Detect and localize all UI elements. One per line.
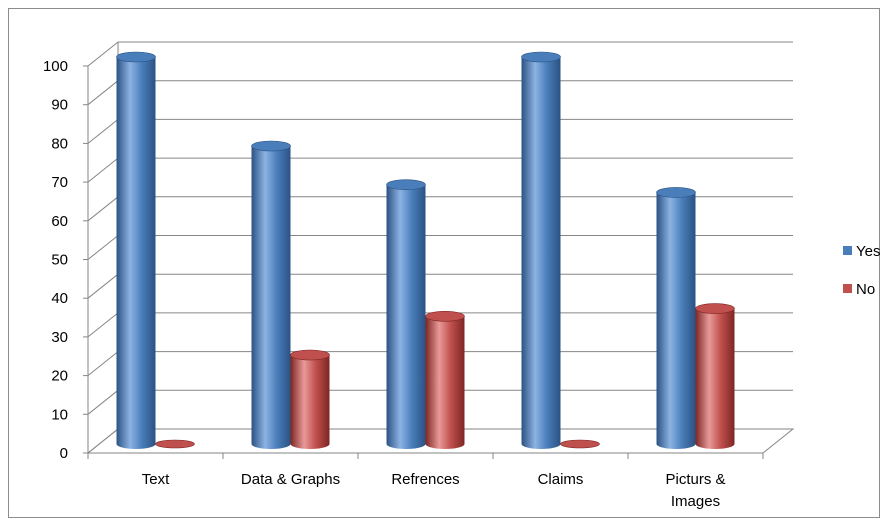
y-tick-label: 50: [51, 252, 68, 269]
bar-no: [290, 349, 330, 449]
bar-no: [425, 310, 465, 449]
x-tick-label: Claims: [538, 471, 584, 488]
y-tick-label: 90: [51, 97, 68, 114]
y-tick-label: 10: [51, 406, 68, 423]
x-axis: Text Data & Graphs Refrences Claims Picturs …: [142, 471, 726, 510]
y-tick-label: 80: [51, 135, 68, 152]
x-tick-label: Text: [142, 471, 170, 488]
x-tick-label: Data & Graphs: [241, 471, 340, 488]
legend-label: No: [856, 281, 875, 298]
legend-swatch: [843, 284, 852, 293]
gridline: [87, 41, 793, 67]
gridline: [87, 118, 793, 144]
legend-item-yes: Yes: [843, 243, 880, 260]
bar-yes: [386, 179, 426, 449]
y-axis: 0 10 20 30 40 50 60 70 80 90 100: [43, 58, 764, 462]
legend: Yes No: [843, 243, 880, 298]
bar-yes: [656, 187, 696, 449]
bar-yes: [251, 140, 291, 449]
bar-yes: [116, 51, 156, 449]
legend-swatch: [843, 246, 852, 255]
y-tick-label: 30: [51, 329, 68, 346]
y-tick-label: 70: [51, 174, 68, 191]
y-tick-label: 20: [51, 368, 68, 385]
bar-no: [560, 439, 600, 449]
y-tick-label: 40: [51, 290, 68, 307]
gridline: [87, 157, 793, 183]
bar-no: [155, 439, 195, 449]
x-tick-label: Refrences: [391, 471, 459, 488]
legend-label: Yes: [856, 243, 880, 260]
y-tick-label: 100: [43, 58, 68, 75]
gridline: [87, 80, 793, 106]
bar-no: [695, 303, 735, 449]
legend-item-no: No: [843, 281, 875, 298]
bars: [116, 51, 735, 449]
x-tick-label: Picturs & Images: [665, 471, 725, 510]
y-tick-label: 0: [60, 445, 68, 462]
bar-yes: [521, 51, 561, 449]
y-tick-label: 60: [51, 213, 68, 230]
